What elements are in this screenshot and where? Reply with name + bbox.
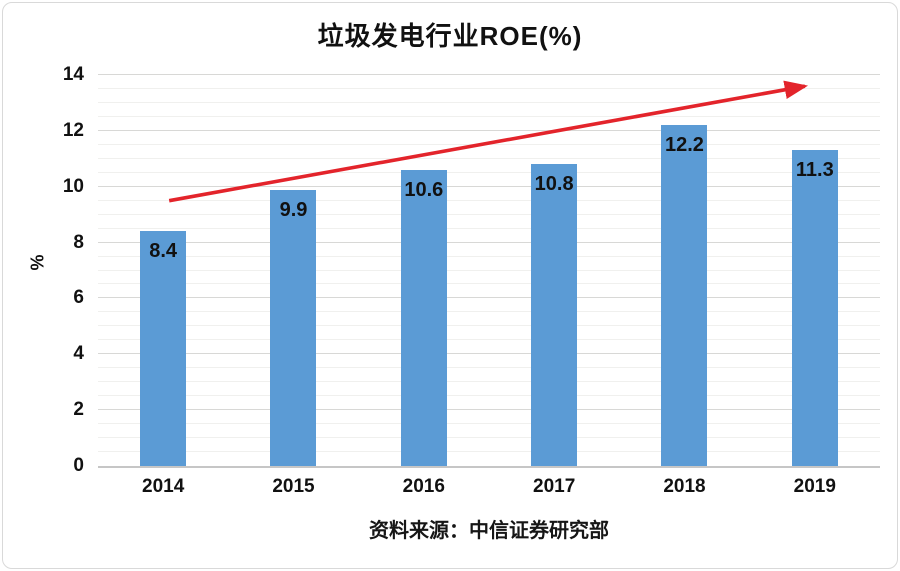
bar-slot-2015: 9.9 — [228, 75, 358, 466]
bar-value-label-2017: 10.8 — [534, 173, 574, 196]
minor-gridline — [98, 437, 880, 439]
bar-slot-2014: 8.4 — [98, 75, 228, 466]
minor-gridline — [98, 395, 880, 397]
bar-slot-2018: 12.2 — [619, 75, 749, 466]
bar-2014: 8.4 — [140, 231, 187, 466]
y-axis-tick-label-4: 4 — [73, 343, 84, 365]
x-axis-label-2018: 2018 — [663, 476, 706, 497]
chart-title: 垃圾发电行业ROE(%) — [317, 21, 583, 51]
y-axis-tick-label-10: 10 — [62, 175, 84, 197]
bar-2018: 12.2 — [661, 125, 708, 466]
x-axis-label-2014: 2014 — [142, 476, 185, 497]
y-axis-tick-label-8: 8 — [73, 231, 84, 253]
bar-2017: 10.8 — [531, 164, 578, 466]
y-axis-tick-label-2: 2 — [73, 399, 84, 421]
minor-gridline — [98, 283, 880, 285]
bar-2016: 10.6 — [400, 169, 447, 466]
minor-gridline — [98, 325, 880, 327]
x-axis-label-2019: 2019 — [793, 476, 836, 497]
minor-gridline — [98, 255, 880, 257]
bar-value-label-2018: 12.2 — [665, 134, 704, 157]
minor-gridline — [98, 311, 880, 313]
y-axis-tick-label-0: 0 — [73, 455, 84, 476]
bar-2015: 9.9 — [270, 189, 317, 466]
major-gridline — [98, 297, 880, 299]
major-gridline — [98, 74, 880, 75]
y-axis-tick-label-6: 6 — [73, 287, 84, 309]
source-caption: 资料来源：中信证券研究部 — [369, 520, 609, 542]
major-gridline — [98, 409, 880, 411]
plot-area: 8.4 9.9 10.6 10.8 12.2 11.3 — [98, 74, 880, 468]
bar-slot-2016: 10.6 — [359, 75, 489, 466]
minor-gridline — [98, 367, 880, 369]
y-axis-tick-label-14: 14 — [62, 64, 84, 85]
minor-gridline — [98, 213, 880, 215]
minor-gridline — [98, 227, 880, 229]
x-axis-labels: 2014 2015 2016 2017 2018 2019 — [98, 476, 880, 498]
bar-value-label-2016: 10.6 — [404, 178, 444, 201]
bar-value-label-2014: 8.4 — [149, 240, 178, 263]
bar-value-label-2019: 11.3 — [795, 159, 834, 182]
bar-value-label-2015: 9.9 — [279, 198, 308, 221]
minor-gridline — [98, 451, 880, 453]
major-gridline — [98, 353, 880, 355]
x-axis-label-2015: 2015 — [272, 476, 315, 497]
bar-slot-2017: 10.8 — [489, 75, 619, 466]
minor-gridline — [98, 339, 880, 341]
y-axis-tick-label-12: 12 — [62, 119, 84, 141]
x-axis-label-2017: 2017 — [533, 476, 576, 497]
bar-2019: 11.3 — [791, 150, 838, 466]
bar-series: 8.4 9.9 10.6 10.8 12.2 11.3 — [98, 75, 880, 466]
minor-gridline — [98, 381, 880, 383]
minor-gridline — [98, 423, 880, 425]
x-axis-label-2016: 2016 — [402, 476, 445, 497]
minor-gridline — [98, 269, 880, 271]
major-gridline — [98, 241, 880, 243]
bar-slot-2019: 11.3 — [750, 75, 880, 466]
